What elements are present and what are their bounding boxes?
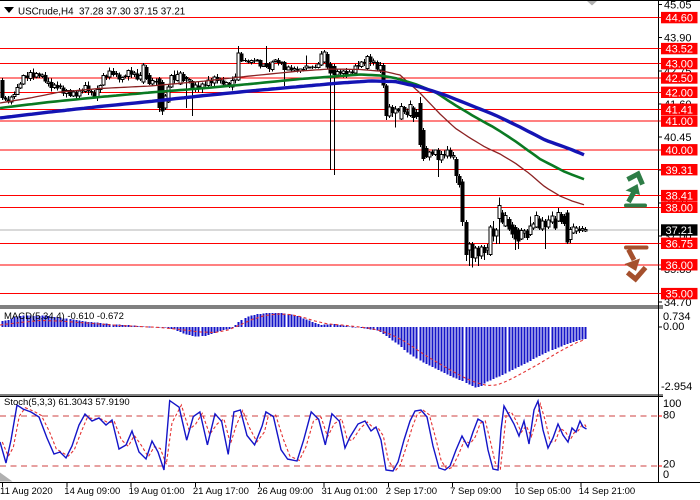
svg-text:0.00: 0.00 bbox=[663, 321, 684, 333]
svg-text:43.90: 43.90 bbox=[664, 33, 692, 45]
svg-text:USCrude,H4 37.28 37.30 37.15: USCrude,H4 37.28 37.30 37.15 37.21 bbox=[18, 7, 185, 18]
svg-text:0.734: 0.734 bbox=[663, 311, 691, 323]
svg-text:7 Sep 09:00: 7 Sep 09:00 bbox=[450, 486, 501, 497]
svg-text:MACD(5,34,4) -0.610 -0.672: MACD(5,34,4) -0.610 -0.672 bbox=[4, 311, 124, 322]
svg-text:44.60: 44.60 bbox=[666, 13, 694, 25]
svg-text:43.52: 43.52 bbox=[666, 44, 694, 56]
svg-text:21 Aug 17:00: 21 Aug 17:00 bbox=[193, 486, 249, 497]
svg-text:40.00: 40.00 bbox=[666, 145, 694, 157]
svg-text:100: 100 bbox=[663, 398, 681, 410]
svg-text:-2.954: -2.954 bbox=[661, 381, 692, 393]
svg-text:34.70: 34.70 bbox=[664, 297, 692, 309]
svg-text:37.21: 37.21 bbox=[666, 225, 694, 237]
svg-text:14 Aug 09:00: 14 Aug 09:00 bbox=[64, 486, 120, 497]
svg-text:14 Sep 21:00: 14 Sep 21:00 bbox=[579, 486, 636, 497]
svg-text:10 Sep 05:00: 10 Sep 05:00 bbox=[514, 486, 571, 497]
svg-text:41.41: 41.41 bbox=[666, 104, 694, 116]
svg-text:11 Aug 2020: 11 Aug 2020 bbox=[0, 486, 53, 497]
svg-text:36.00: 36.00 bbox=[666, 260, 694, 272]
svg-text:19 Aug 01:00: 19 Aug 01:00 bbox=[129, 486, 185, 497]
svg-text:26 Aug 09:00: 26 Aug 09:00 bbox=[257, 486, 313, 497]
svg-text:42.50: 42.50 bbox=[666, 73, 694, 85]
svg-text:80: 80 bbox=[663, 410, 675, 422]
svg-text:41.00: 41.00 bbox=[666, 116, 694, 128]
svg-text:0: 0 bbox=[663, 469, 669, 481]
svg-text:38.41: 38.41 bbox=[666, 191, 694, 203]
svg-text:20: 20 bbox=[663, 459, 675, 471]
svg-text:43.00: 43.00 bbox=[666, 59, 694, 71]
svg-text:39.31: 39.31 bbox=[666, 165, 694, 177]
svg-text:42.00: 42.00 bbox=[666, 87, 694, 99]
svg-text:36.75: 36.75 bbox=[666, 238, 694, 250]
svg-text:38.00: 38.00 bbox=[666, 202, 694, 214]
svg-text:35.00: 35.00 bbox=[666, 289, 694, 301]
svg-text:Stoch(5,3,3) 61.3043 57.9190: Stoch(5,3,3) 61.3043 57.9190 bbox=[4, 397, 130, 408]
svg-text:2 Sep 17:00: 2 Sep 17:00 bbox=[386, 486, 437, 497]
svg-text:45.05: 45.05 bbox=[664, 0, 692, 12]
svg-text:31 Aug 01:00: 31 Aug 01:00 bbox=[322, 486, 378, 497]
svg-text:40.45: 40.45 bbox=[664, 132, 692, 144]
